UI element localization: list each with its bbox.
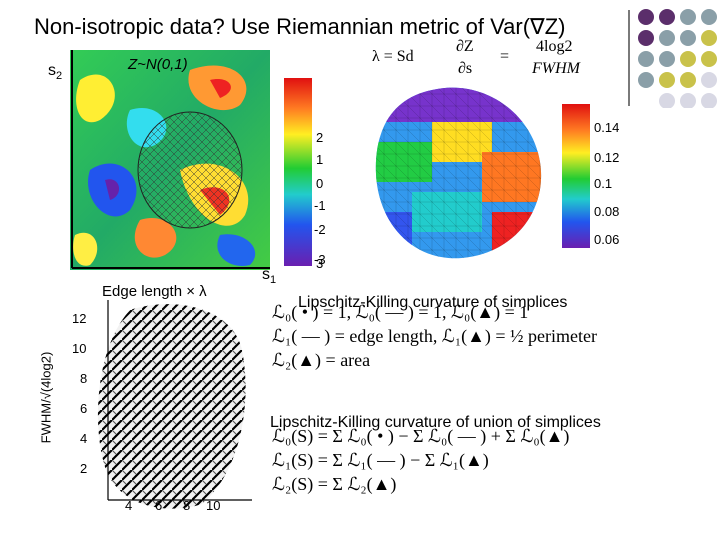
bottom-xtick-10: 10 <box>206 498 221 513</box>
right-colorbar-tick-008: 0.08 <box>594 204 620 219</box>
lambda-rhs-numerator: 4log2 <box>536 38 573 55</box>
lambda-numerator: ∂Z <box>456 38 474 55</box>
lambda-equals: = <box>500 48 510 65</box>
left-colorbar-tick-neg2: -2 <box>314 222 326 237</box>
right-colorbar-tick-014: 0.14 <box>594 120 620 135</box>
left-colorbar-tick-3: 3 <box>316 256 324 271</box>
left-colorbar-tick-1: 1 <box>316 152 324 167</box>
random-field-plot <box>70 50 270 270</box>
slide-title: Non-isotropic data? Use Riemannian metri… <box>34 14 566 39</box>
edge-length-mesh <box>97 300 252 509</box>
triangulated-mesh <box>375 87 542 259</box>
bottom-ytick-4: 4 <box>80 431 88 446</box>
lk-simplices-line-3: ℒ₂(▲) = area <box>272 350 371 370</box>
distribution-label: Z~N(0,1) <box>128 56 188 73</box>
bottom-ytick-2: 2 <box>80 461 88 476</box>
right-colorbar <box>562 104 590 248</box>
bottom-xtick-4: 4 <box>125 498 133 513</box>
bottom-ytick-6: 6 <box>80 401 88 416</box>
right-colorbar-tick-006: 0.06 <box>594 232 620 247</box>
bottom-xtick-8: 8 <box>183 498 191 513</box>
lk-simplices-heading: Lipschitz-Killing curvature of simplices <box>298 294 568 311</box>
bottom-ytick-8: 8 <box>80 371 88 386</box>
lambda-rhs-denominator: FWHM <box>532 60 580 77</box>
left-colorbar-tick-0: 0 <box>316 176 324 191</box>
left-colorbar-tick-neg1: -1 <box>314 198 326 213</box>
left-colorbar <box>284 78 312 266</box>
right-colorbar-tick-01: 0.1 <box>594 176 613 191</box>
axis-s2-label: s2 <box>48 62 63 83</box>
decorative-dot-grid <box>638 9 717 108</box>
lambda-denominator: ∂s <box>458 60 473 77</box>
lk-union-heading: Lipschitz-Killing curvature of union of … <box>270 414 601 431</box>
bottom-xtick-6: 6 <box>155 498 163 513</box>
edge-length-title: Edge length × λ <box>102 283 207 300</box>
lk-simplices-line-2: ℒ₁( — ) = edge length, ℒ₁(▲) = ½ perimet… <box>272 326 598 346</box>
lk-simplices-line-1: ℒ₀( • ) = 1, ℒ₀( — ) = 1, ℒ₀(▲) = 1 <box>272 302 529 322</box>
right-colorbar-tick-012: 0.12 <box>594 150 620 165</box>
bottom-ytick-10: 10 <box>72 341 87 356</box>
left-colorbar-tick-2: 2 <box>316 130 324 145</box>
lambda-lhs: λ = Sd <box>372 48 414 65</box>
fwhm-axis-label: FWHM/√(4log2) <box>38 351 54 444</box>
bottom-ytick-12: 12 <box>72 311 87 326</box>
lk-union-line-2: ℒ₁(S) = Σ ℒ₁( — ) − Σ ℒ₁(▲) <box>272 450 489 470</box>
left-colorbar-tick-neg3: -3 <box>314 252 326 267</box>
decorative-vertical-rule <box>628 10 630 106</box>
lk-union-line-1: ℒ₀(S) = Σ ℒ₀( • ) − Σ ℒ₀( — ) + Σ ℒ₀(▲) <box>272 426 570 446</box>
axis-s1-label: s1 <box>262 266 277 287</box>
lk-union-line-3: ℒ₂(S) = Σ ℒ₂(▲) <box>272 474 397 494</box>
